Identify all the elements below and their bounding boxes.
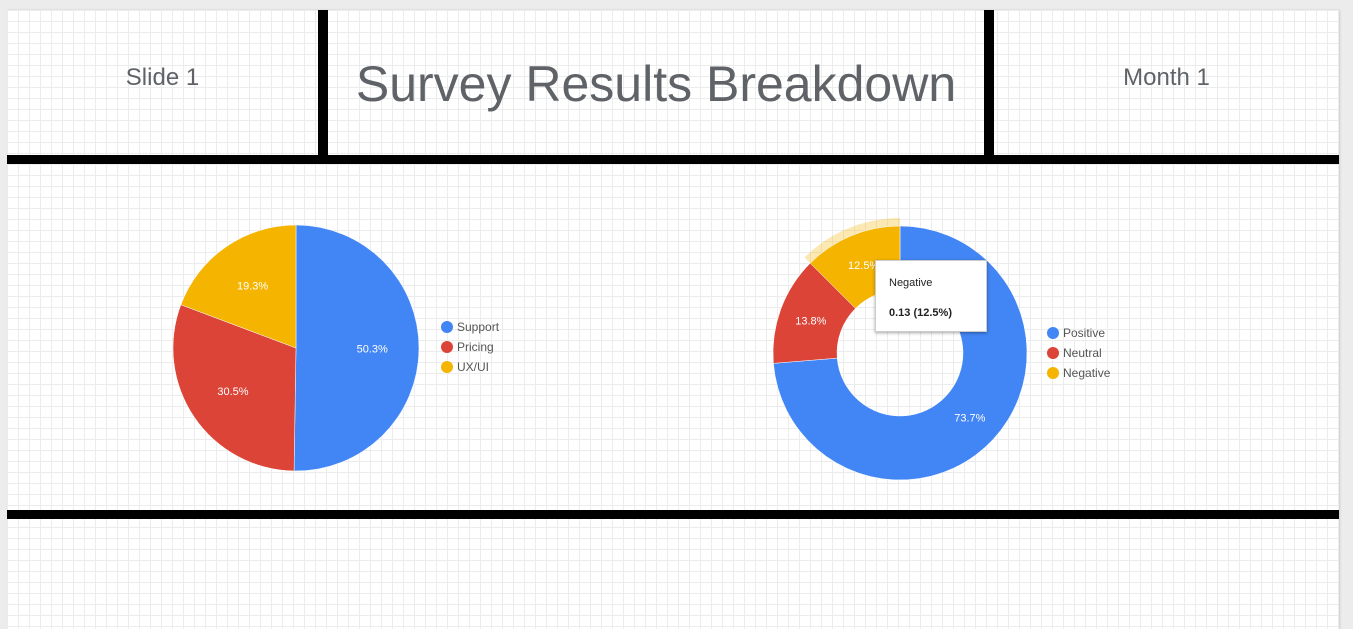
slice-label: 50.3% (357, 344, 388, 356)
slice-label: 30.5% (217, 386, 248, 398)
legend-swatch (1047, 347, 1059, 359)
pie-slice-uxui[interactable] (180, 224, 297, 349)
pie-slice-support[interactable] (293, 224, 420, 472)
tooltip-title: Negative (889, 277, 933, 289)
legend-label: Positive (1063, 326, 1105, 340)
legend-label: Neutral (1063, 346, 1102, 360)
legend-label: Negative (1063, 366, 1111, 380)
legend-swatch (441, 321, 453, 333)
divider-vertical-2 (984, 10, 994, 164)
page-title: Survey Results Breakdown (355, 56, 957, 112)
legend-swatch (441, 361, 453, 373)
divider-horizontal-top (7, 155, 1339, 164)
tooltip-value: 0.13 (12.5%) (889, 307, 952, 319)
slide-label: Slide 1 (125, 64, 200, 91)
divider-vertical-1 (318, 10, 328, 164)
divider-horizontal-bottom (7, 510, 1339, 519)
slice-label: 73.7% (954, 412, 985, 424)
month-label: Month 1 (1123, 64, 1210, 91)
slice-label: 12.5% (848, 260, 879, 272)
legend-swatch (1047, 327, 1059, 339)
legend-swatch (1047, 367, 1059, 379)
legend-label: Pricing (457, 340, 494, 354)
legend-label: Support (457, 320, 500, 334)
slice-label: 19.3% (237, 280, 268, 292)
pie-slice-pricing[interactable] (172, 304, 297, 472)
chart-tooltip: Negative 0.13 (12.5%) (875, 260, 987, 332)
legend-label: UX/UI (457, 360, 489, 374)
slice-label: 13.8% (795, 315, 826, 327)
slide-canvas (7, 10, 1339, 629)
legend-swatch (441, 341, 453, 353)
slice-highlight (804, 218, 900, 264)
